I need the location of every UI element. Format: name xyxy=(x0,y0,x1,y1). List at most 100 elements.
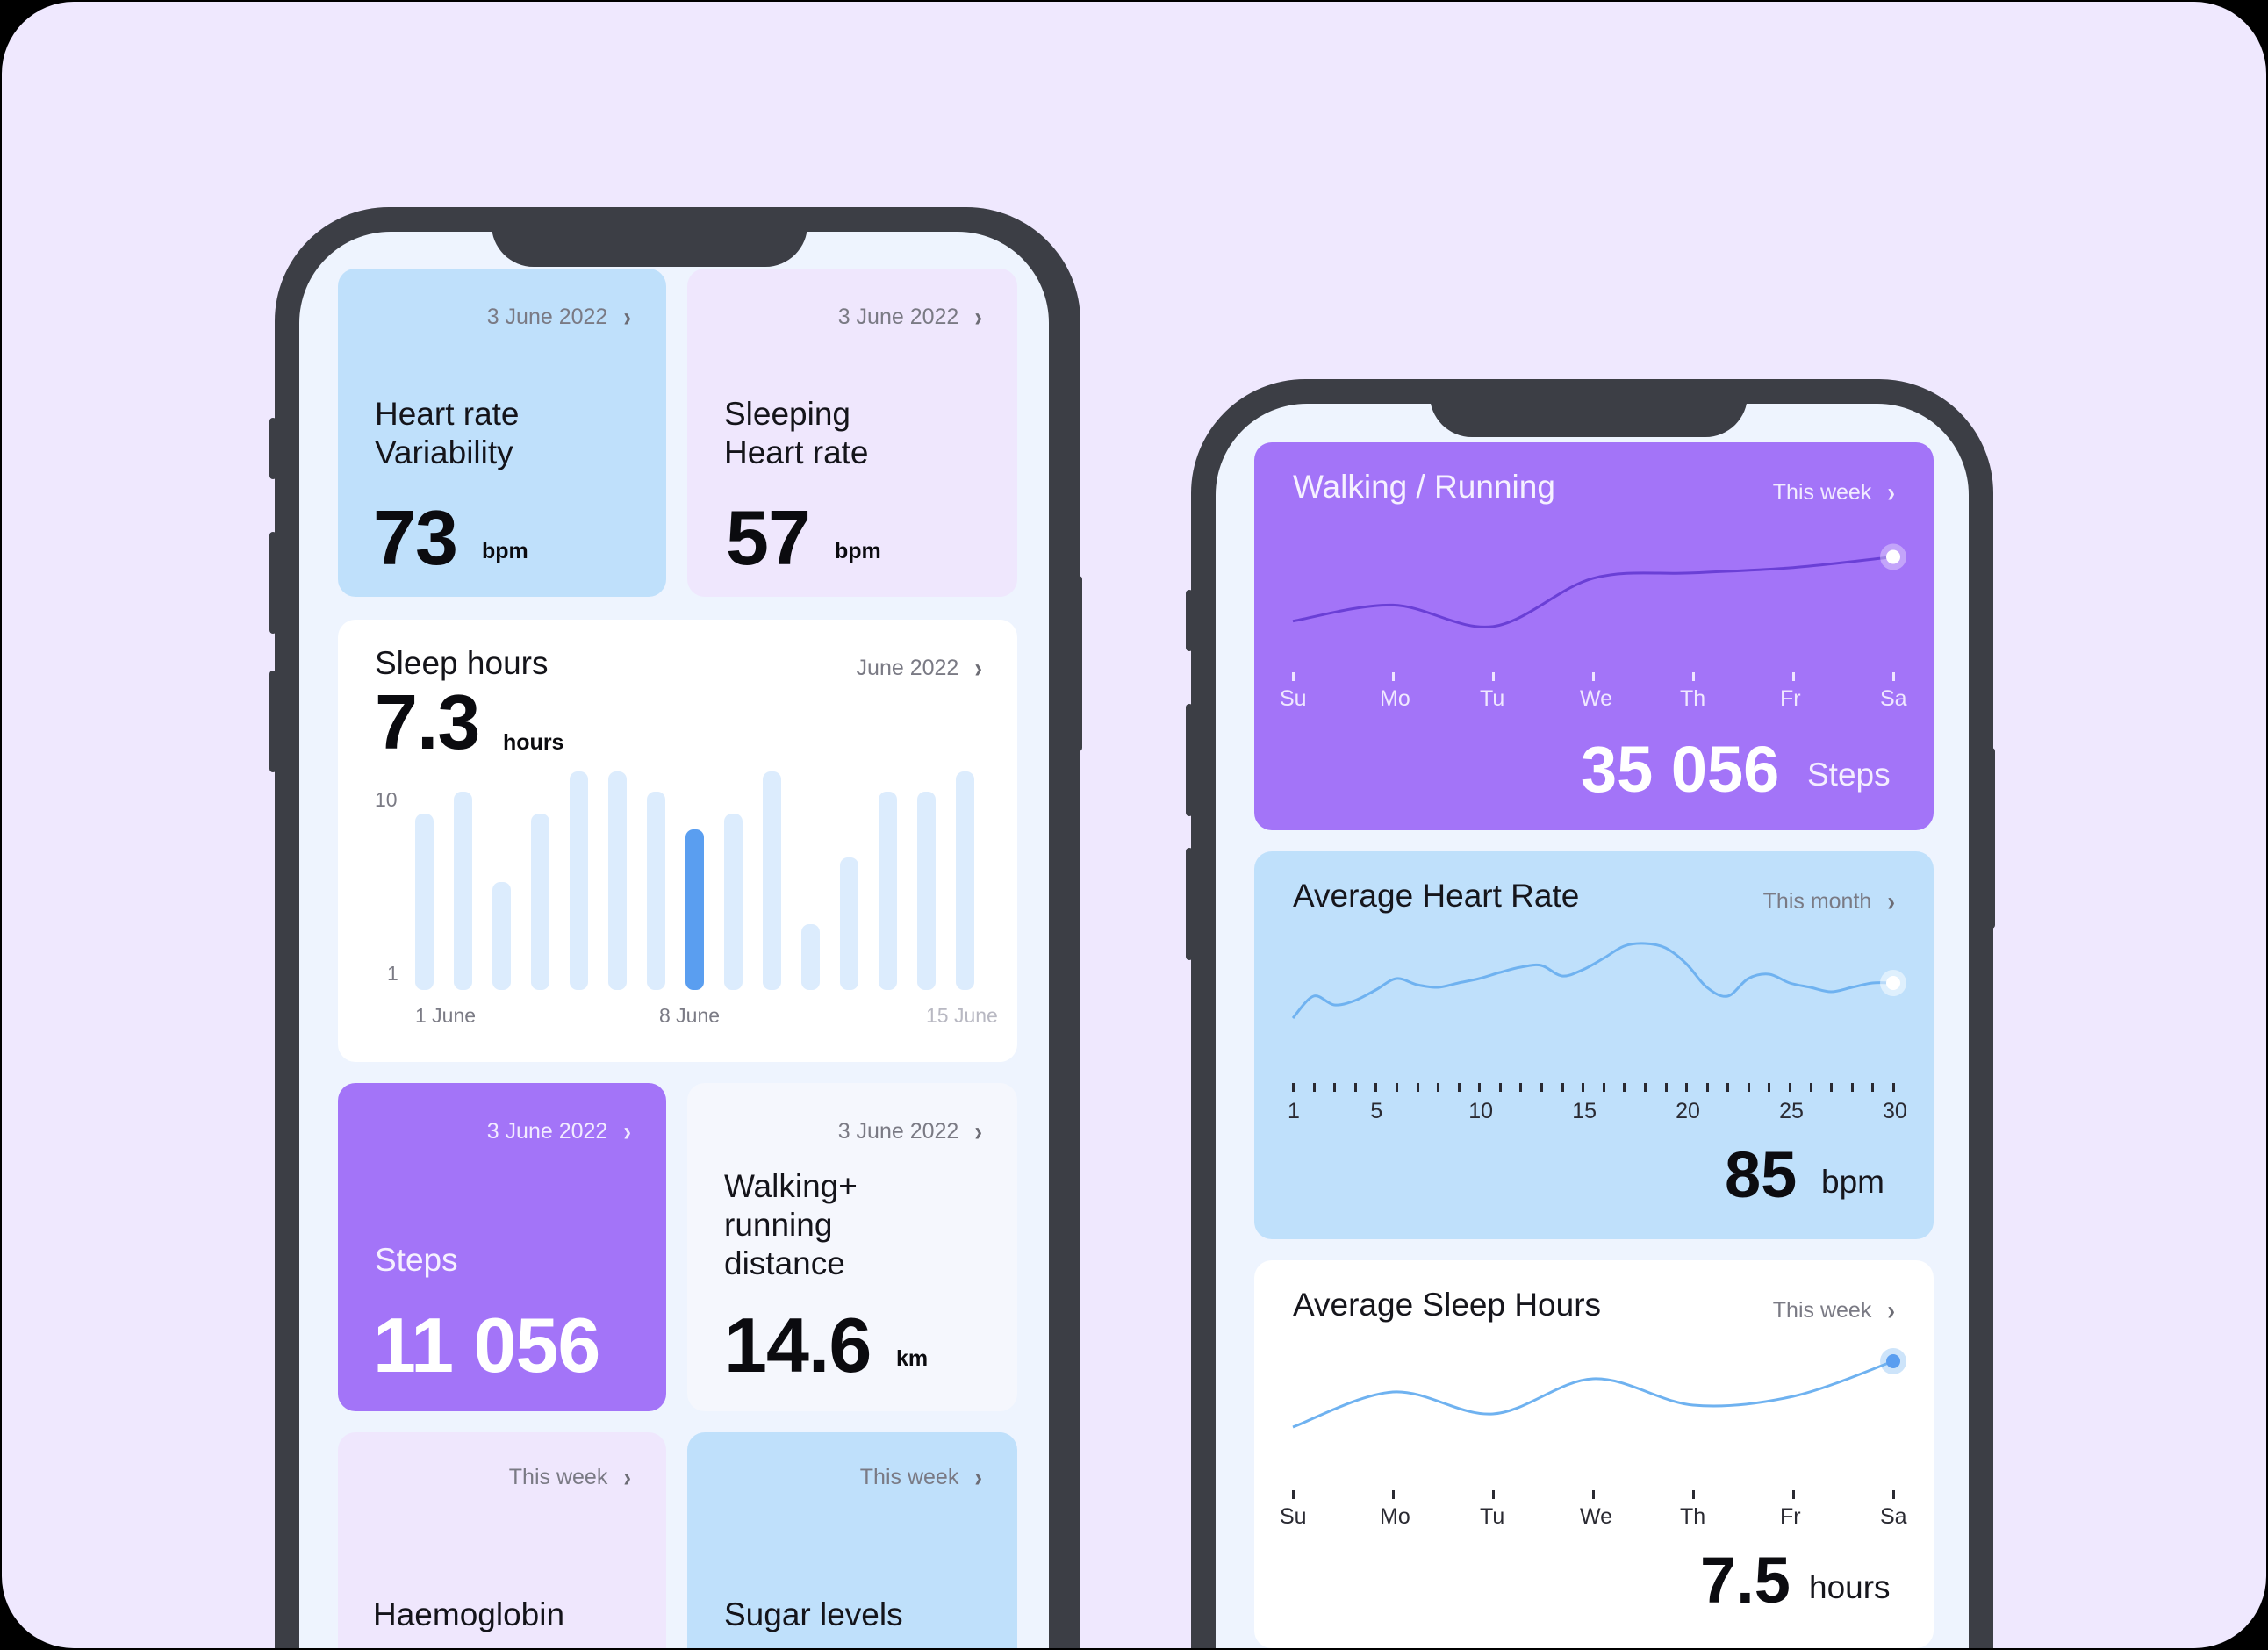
series-line xyxy=(1292,556,1894,628)
axis-tick xyxy=(1592,1490,1595,1499)
axis-tick xyxy=(1692,672,1695,681)
axis-tick xyxy=(1498,1083,1502,1092)
axis-tick xyxy=(1374,1083,1378,1092)
phone-right: Walking / Running This week › Su Mo Tu We Th… xyxy=(1186,379,1995,1648)
average-heart-rate-card[interactable]: Average Heart Rate This month › 1 5 10 15 20… xyxy=(1254,851,1934,1239)
walking-line-chart xyxy=(1292,543,1906,628)
axis-day-label: Th xyxy=(1680,686,1706,711)
axis-tick xyxy=(1519,1083,1523,1092)
axis-tick xyxy=(1333,1083,1337,1092)
sleep-bar-chart xyxy=(338,620,1017,1062)
avg-sleep-period-link[interactable]: This week › xyxy=(1773,1295,1895,1326)
volume-up-button xyxy=(1186,704,1193,816)
distance-date-link[interactable]: 3 June 2022 › xyxy=(838,1116,982,1147)
chevron-right-icon: › xyxy=(974,300,982,333)
axis-tick xyxy=(1623,1083,1626,1092)
sleep-bar[interactable] xyxy=(801,923,820,990)
haemoglobin-period-link[interactable]: This week › xyxy=(509,1461,631,1493)
haemoglobin-card[interactable]: This week › Haemoglobin xyxy=(338,1432,666,1648)
x-axis-label-3-clip: 15 June xyxy=(926,1004,1017,1034)
hrv-date-link[interactable]: 3 June 2022 › xyxy=(487,301,631,333)
mute-switch xyxy=(1186,590,1193,651)
axis-tick xyxy=(1692,1490,1695,1499)
axis-day-label: 5 xyxy=(1370,1099,1383,1123)
distance-unit: km xyxy=(896,1346,929,1371)
hrv-card[interactable]: 3 June 2022 › Heart rate Variability 73 b… xyxy=(338,269,666,597)
x-axis-label-2: 8 June xyxy=(659,1004,721,1027)
hrv-title: Heart rate Variability xyxy=(375,396,520,470)
sleep-bar[interactable] xyxy=(763,771,781,990)
axis-day-label: 30 xyxy=(1883,1099,1907,1123)
volume-up-button xyxy=(269,532,276,634)
axis-day-label: Tu xyxy=(1480,686,1505,711)
axis-tick xyxy=(1392,672,1395,681)
sleeping-hr-value: 57 xyxy=(726,494,811,581)
axis-tick xyxy=(1892,672,1895,681)
axis-day-label: 20 xyxy=(1676,1099,1700,1123)
sleep-hours-card[interactable]: Sleep hours June 2022 › 7.3 hours 10 1 1… xyxy=(338,620,1017,1062)
avg-hr-period-link[interactable]: This month › xyxy=(1762,886,1895,917)
axis-tick xyxy=(1871,1083,1875,1092)
steps-date: 3 June 2022 xyxy=(486,1119,608,1144)
axis-tick xyxy=(1830,1083,1834,1092)
y-axis-max-label: 10 xyxy=(375,788,398,811)
steps-card[interactable]: 3 June 2022 › Steps 11 056 xyxy=(338,1083,666,1411)
axis-tick xyxy=(1705,1083,1709,1092)
axis-tick xyxy=(1292,672,1295,681)
phone-right-notch xyxy=(1430,379,1748,437)
sugar-title: Sugar levels xyxy=(724,1596,903,1632)
sleep-bar[interactable] xyxy=(492,881,511,990)
sleeping-hr-date-link[interactable]: 3 June 2022 › xyxy=(837,300,982,333)
axis-tick xyxy=(1792,1490,1795,1499)
axis-tick xyxy=(1892,1083,1895,1092)
axis-tick xyxy=(1592,672,1595,681)
sleep-bar[interactable] xyxy=(956,771,974,990)
sleep-bar[interactable] xyxy=(454,792,472,990)
sleeping-hr-date: 3 June 2022 xyxy=(837,305,959,329)
sugar-levels-card[interactable]: This week › Sugar levels xyxy=(687,1432,1017,1648)
sleeping-heart-rate-card[interactable]: 3 June 2022 › Sleeping Heart rate 57 bpm xyxy=(687,269,1017,597)
volume-down-button xyxy=(1186,848,1193,960)
steps-date-link[interactable]: 3 June 2022 › xyxy=(486,1115,631,1147)
sleep-bar[interactable] xyxy=(917,792,936,990)
sleep-bar[interactable] xyxy=(685,829,704,990)
axis-tick xyxy=(1768,1083,1771,1092)
axis-tick xyxy=(1561,1083,1564,1092)
avg-hr-period: This month xyxy=(1762,889,1872,914)
chevron-right-icon: › xyxy=(623,1115,631,1147)
distance-card[interactable]: 3 June 2022 › Walking+ running distance 14… xyxy=(687,1083,1017,1411)
sleep-bar[interactable] xyxy=(570,771,588,990)
walking-period: This week xyxy=(1772,480,1872,505)
average-sleep-hours-card[interactable]: Average Sleep Hours This week › Su Mo Tu We… xyxy=(1254,1260,1934,1648)
sleep-bar[interactable] xyxy=(879,792,897,990)
sleep-bar[interactable] xyxy=(724,814,743,990)
axis-tick xyxy=(1492,1490,1495,1499)
chevron-right-icon: › xyxy=(974,651,982,684)
endpoint-dot xyxy=(1886,1354,1900,1368)
axis-day-label: Sa xyxy=(1880,1504,1907,1529)
sleep-bar[interactable] xyxy=(647,792,665,990)
avg-hr-unit: bpm xyxy=(1821,1164,1884,1200)
sleep-bar[interactable] xyxy=(608,771,627,990)
axis-tick xyxy=(1457,1083,1461,1092)
walking-running-card[interactable]: Walking / Running This week › Su Mo Tu We Th… xyxy=(1254,442,1934,830)
axis-tick xyxy=(1664,1083,1668,1092)
sleep-hours-period-link[interactable]: June 2022 › xyxy=(857,651,982,684)
axis-day-label: Mo xyxy=(1380,686,1410,711)
hrv-value: 73 xyxy=(373,494,458,581)
sugar-period-link[interactable]: This week › xyxy=(860,1461,982,1493)
phone-right-screen: Walking / Running This week › Su Mo Tu We Th… xyxy=(1216,404,1969,1648)
axis-day-label: Mo xyxy=(1380,1504,1410,1529)
steps-value: 11 056 xyxy=(373,1302,600,1388)
sleep-bar[interactable] xyxy=(531,814,549,990)
sleep-line-chart xyxy=(1292,1348,1906,1429)
x-axis-label-3: 15 June xyxy=(926,1004,998,1027)
axis-day-label: Fr xyxy=(1780,1504,1801,1529)
walking-period-link[interactable]: This week › xyxy=(1772,477,1895,508)
sleep-hours-value: 7.3 xyxy=(375,678,480,765)
sleep-bar[interactable] xyxy=(840,857,858,990)
axis-tick xyxy=(1809,1083,1812,1092)
x-axis-label-1: 1 June xyxy=(415,1004,477,1027)
axis-day-label: Fr xyxy=(1780,686,1801,711)
sleep-bar[interactable] xyxy=(415,814,434,990)
